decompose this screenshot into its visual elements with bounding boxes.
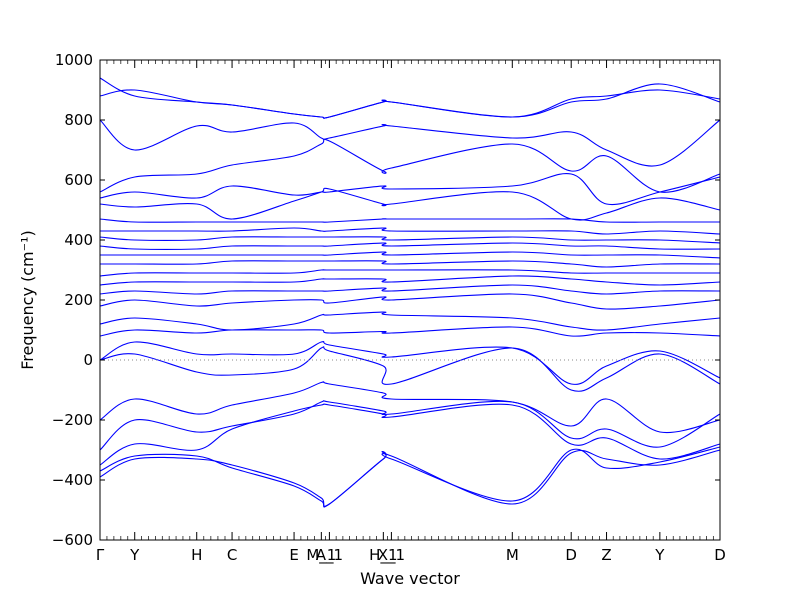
band-line-22	[99, 138, 721, 193]
band-line-20	[99, 187, 721, 221]
y-tick-label: −200	[52, 411, 93, 429]
y-tick-label: 600	[64, 171, 93, 189]
y-tick-label: 400	[64, 231, 93, 249]
y-tick-label: −400	[52, 471, 93, 489]
x-axis-label: Wave vector	[360, 569, 460, 588]
band-line-19	[99, 218, 720, 223]
band-line-16	[99, 242, 721, 250]
x-tick-label: D	[714, 546, 726, 564]
band-line-17	[99, 236, 721, 244]
x-tick-label: Y	[129, 546, 140, 564]
band-line-13	[99, 269, 720, 277]
x-tick-label: M	[506, 546, 519, 564]
x-tick-label: H_1	[369, 546, 397, 565]
band-line-24	[99, 83, 721, 119]
band-line-18	[100, 227, 721, 235]
band-line-14	[100, 260, 721, 268]
band-line-12	[99, 275, 721, 286]
band-line-15	[100, 251, 721, 259]
band-line-7	[99, 341, 721, 385]
y-tick-label: 800	[64, 111, 93, 129]
band-line-23	[99, 119, 721, 167]
band-line-25	[99, 77, 721, 119]
x-tick-label: H	[191, 546, 202, 564]
band-line-11	[99, 284, 721, 295]
x-tick-label: Z	[601, 546, 611, 564]
x-tick-label: Y	[654, 546, 665, 564]
y-tick-label: −600	[52, 531, 93, 549]
x-tick-label: C	[227, 546, 237, 564]
y-tick-label: 200	[64, 291, 93, 309]
band-line-2	[99, 446, 721, 507]
band-line-4	[99, 400, 721, 451]
x-tick-label: M_1	[306, 546, 336, 565]
band-line-3	[99, 403, 721, 466]
x-tick-label: Γ	[96, 546, 105, 564]
band-line-10	[99, 293, 721, 310]
x-axis: Γ Y H C E M_1A_1 H_1X_1 M D Z Y D	[96, 60, 726, 565]
y-axis-label: Frequency (cm⁻¹)	[18, 230, 37, 369]
band-line-5	[99, 381, 721, 434]
y-tick-label: 1000	[55, 51, 93, 69]
band-lines	[99, 77, 721, 508]
y-tick-label: 0	[83, 351, 93, 369]
band-line-9	[99, 311, 721, 331]
y-axis: −600 −400 −200 0 200 400 600 800 1000	[52, 51, 720, 549]
band-line-6	[99, 346, 721, 392]
band-line-21	[99, 172, 721, 206]
x-tick-label: X_1	[378, 546, 405, 565]
x-tick-label: D	[565, 546, 577, 564]
band-line-8	[99, 326, 721, 337]
x-tick-label: E	[289, 546, 298, 564]
x-tick-label: A_1	[316, 546, 343, 565]
